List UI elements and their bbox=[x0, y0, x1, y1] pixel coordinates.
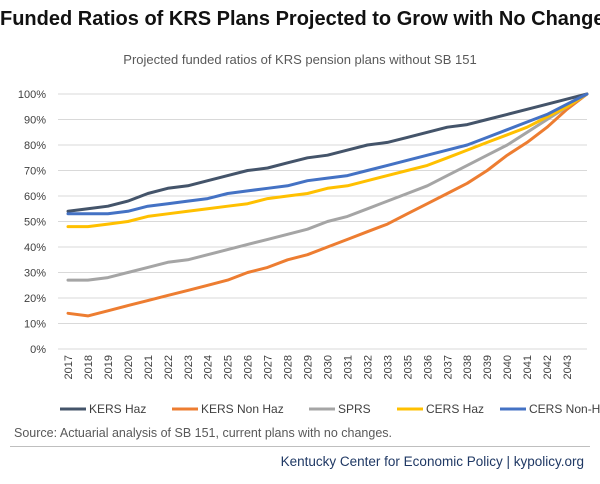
x-tick-label: 2043 bbox=[562, 355, 574, 379]
x-tick-label: 2017 bbox=[63, 355, 75, 379]
x-tick-label: 2029 bbox=[303, 355, 315, 379]
x-tick-label: 2033 bbox=[382, 355, 394, 379]
x-tick-label: 2027 bbox=[263, 355, 275, 379]
x-tick-label: 2030 bbox=[322, 355, 334, 379]
y-tick-label: 40% bbox=[24, 242, 46, 254]
x-tick-label: 2038 bbox=[462, 355, 474, 379]
gridlines bbox=[58, 93, 587, 350]
legend-label: SPRS bbox=[338, 402, 371, 416]
series-line-kers-haz bbox=[66, 92, 589, 213]
source-note: Source: Actuarial analysis of SB 151, cu… bbox=[14, 426, 392, 440]
x-tick-label: 2020 bbox=[123, 355, 135, 379]
x-tick-label: 2028 bbox=[283, 355, 295, 379]
y-tick-label: 60% bbox=[24, 191, 46, 203]
legend-item: KERS Non Haz bbox=[172, 402, 284, 416]
series-line-cers-haz bbox=[66, 92, 589, 229]
x-tick-label: 2042 bbox=[542, 355, 554, 379]
legend-label: CERS Haz bbox=[426, 402, 484, 416]
y-tick-label: 30% bbox=[24, 268, 46, 280]
series-line-sprs bbox=[66, 92, 589, 282]
y-tick-label: 90% bbox=[24, 115, 46, 127]
x-tick-label: 2023 bbox=[183, 355, 195, 379]
series-line-kers-non-haz bbox=[66, 92, 589, 318]
chart-subtitle: Projected funded ratios of KRS pension p… bbox=[123, 52, 477, 67]
x-tick-label: 2037 bbox=[442, 355, 454, 379]
x-tick-label: 2032 bbox=[362, 355, 374, 379]
x-tick-label: 2039 bbox=[482, 355, 494, 379]
legend: KERS Haz KERS Non Haz SPRS CERS Haz CERS Non… bbox=[60, 402, 600, 416]
y-tick-label: 70% bbox=[24, 166, 46, 178]
series-line-cers-non-haz bbox=[66, 92, 589, 216]
series-lines bbox=[66, 92, 589, 318]
x-tick-label: 2022 bbox=[163, 355, 175, 379]
x-tick-label: 2031 bbox=[342, 355, 354, 379]
legend-item: SPRS bbox=[309, 402, 371, 416]
x-tick-label: 2041 bbox=[522, 355, 534, 379]
x-tick-label: 2025 bbox=[223, 355, 235, 379]
legend-label: KERS Non Haz bbox=[201, 402, 284, 416]
y-tick-label: 50% bbox=[24, 217, 46, 229]
x-tick-label: 2021 bbox=[143, 355, 155, 379]
y-tick-label: 80% bbox=[24, 140, 46, 152]
footer-credit: Kentucky Center for Economic Policy | ky… bbox=[280, 454, 584, 469]
x-tick-labels: 2017 2018 2019 2020 2021 2022 2023 2024 2025 2026… bbox=[63, 355, 574, 379]
x-tick-label: 2018 bbox=[83, 355, 95, 379]
y-tick-label: 100% bbox=[18, 89, 46, 101]
page-title: Funded Ratios of KRS Plans Projected to … bbox=[0, 8, 600, 30]
legend-item: CERS Haz bbox=[397, 402, 484, 416]
x-tick-label: 2035 bbox=[402, 355, 414, 379]
y-tick-label: 20% bbox=[24, 293, 46, 305]
y-tick-labels: 0% 10% 20% 30% 40% 50% 60% 70% 80% 90% 100% bbox=[18, 89, 46, 356]
x-tick-label: 2019 bbox=[103, 355, 115, 379]
y-tick-label: 10% bbox=[24, 319, 46, 331]
x-tick-label: 2036 bbox=[422, 355, 434, 379]
legend-label: KERS Haz bbox=[89, 402, 146, 416]
footer-divider bbox=[10, 446, 590, 447]
legend-label: CERS Non-Haz bbox=[529, 402, 600, 416]
x-tick-label: 2040 bbox=[502, 355, 514, 379]
legend-item: CERS Non-Haz bbox=[500, 402, 600, 416]
x-tick-label: 2026 bbox=[243, 355, 255, 379]
y-tick-label: 0% bbox=[30, 344, 46, 356]
legend-item: KERS Haz bbox=[60, 402, 146, 416]
x-tick-label: 2024 bbox=[203, 355, 215, 379]
